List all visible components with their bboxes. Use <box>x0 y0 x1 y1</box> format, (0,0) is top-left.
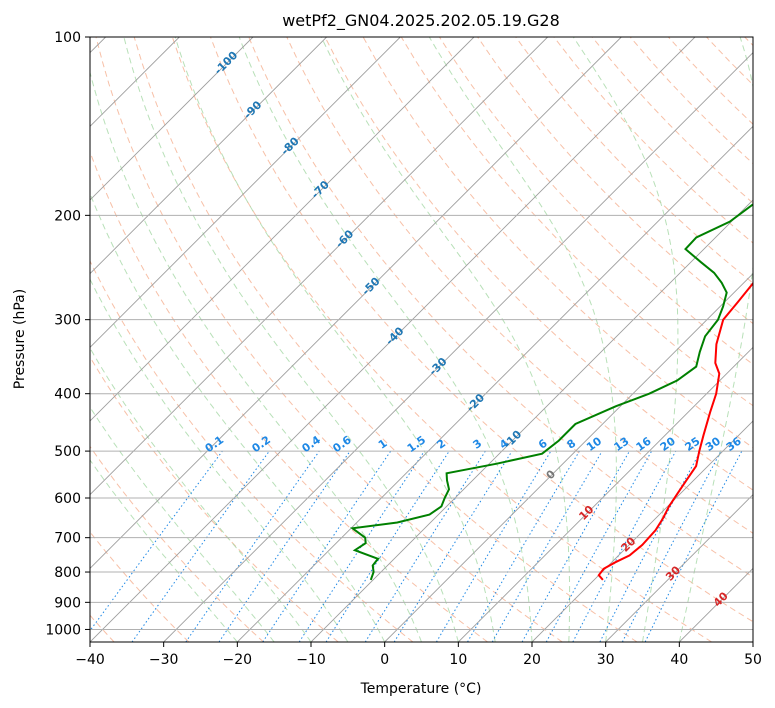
mixing-ratio-line <box>545 450 653 642</box>
y-axis-label: Pressure (hPa) <box>12 289 28 389</box>
x-tick-label: −10 <box>296 652 326 668</box>
series-line-temperature <box>597 281 753 581</box>
moist-adiabat-line <box>174 37 496 642</box>
isotherm-line <box>237 125 753 642</box>
x-tick-label: 10 <box>449 652 467 668</box>
isotherm-line <box>531 420 753 642</box>
y-tick-label: 1000 <box>45 622 81 638</box>
isotherm-line <box>163 52 753 642</box>
y-tick-label: 800 <box>54 565 81 581</box>
moist-adiabat-line <box>90 459 238 642</box>
isotherm-line <box>90 37 475 422</box>
x-tick-label: 40 <box>670 652 688 668</box>
moist-adiabat-line <box>90 192 386 642</box>
mixing-ratio-line <box>644 450 743 642</box>
pressure-gridlines <box>90 37 753 630</box>
dry-adiabat-line <box>248 37 753 578</box>
y-tick-label: 700 <box>54 531 81 547</box>
x-tick-label: −30 <box>149 652 179 668</box>
dry-adiabat-line <box>90 445 264 642</box>
mixing-ratio-line <box>90 450 223 632</box>
y-tick-label: 400 <box>54 387 81 403</box>
moist-adiabat-line <box>123 37 459 642</box>
isotherm-line <box>90 37 401 348</box>
isotherm-line <box>90 37 254 201</box>
mixing-ratio-line <box>218 450 351 642</box>
isotherm-line <box>384 273 753 642</box>
dry-adiabat-line <box>90 259 414 642</box>
chart-title: wetPf2_GN04.2025.202.05.19.G28 <box>282 11 560 31</box>
mixing-ratio-line <box>325 450 450 642</box>
y-tick-label: 100 <box>54 30 81 46</box>
moist-adiabat-line <box>90 70 422 642</box>
dry-adiabat-line <box>515 37 753 284</box>
isotherm-line <box>90 37 622 569</box>
mixing-ratio-line <box>521 450 630 642</box>
isotherm-line <box>605 494 753 642</box>
x-tick-label: −40 <box>75 652 105 668</box>
mixing-ratio-line <box>262 450 392 642</box>
isotherm-line <box>90 37 696 642</box>
y-tick-label: 900 <box>54 595 81 611</box>
dry-adiabat-line <box>324 37 753 491</box>
moist-adiabats <box>90 37 753 642</box>
plot-area: 0.1 0.2 0.4 0.6 1 1.5 2 3 4 6 8 10 13 16 20 25 30 36-100-… <box>90 37 753 642</box>
isotherm-line <box>90 37 327 275</box>
moist-adiabat-line <box>320 37 571 642</box>
moist-adiabat-line <box>678 37 753 642</box>
dry-adiabat-line <box>95 37 563 642</box>
isotherm-line <box>90 37 548 496</box>
dry-adiabat-line <box>286 37 753 534</box>
isotherms <box>90 37 753 642</box>
y-tick-label: 200 <box>54 208 81 224</box>
dry-adiabat-line <box>90 356 339 642</box>
x-tick-label: 0 <box>380 652 389 668</box>
dry-adiabat-line <box>210 37 753 623</box>
y-tick-label: 500 <box>54 444 81 460</box>
moist-adiabat-line <box>428 37 617 642</box>
y-tick-label: 300 <box>54 313 81 329</box>
plot-frame <box>89 36 754 643</box>
mixing-ratio-line <box>393 450 513 642</box>
mixing-ratio-line <box>131 450 270 642</box>
moist-adiabat-line <box>90 278 349 642</box>
x-tick-label: 30 <box>597 652 615 668</box>
mixing-ratio-line <box>298 450 425 642</box>
isotherm-line <box>310 199 753 642</box>
y-tick-label: 600 <box>54 491 81 507</box>
moist-adiabat-line <box>572 37 679 642</box>
isotherm-line <box>458 346 753 642</box>
x-tick-label: 20 <box>523 652 541 668</box>
x-axis: −40 −30 −20 −10 0 10 20 30 40 50 <box>75 642 762 668</box>
moist-adiabat-line <box>238 37 533 642</box>
x-tick-label: −20 <box>223 652 253 668</box>
mixing-ratio-line <box>185 450 320 642</box>
series-line-dewpoint <box>349 203 753 581</box>
dry-adiabat-line <box>171 37 712 642</box>
dry-adiabat-line <box>133 37 638 642</box>
moist-adiabat-line <box>90 406 275 642</box>
dry-adiabats <box>90 37 753 642</box>
x-axis-label: Temperature (°C) <box>360 681 482 697</box>
y-axis: 100 200 300 400 500 600 700 800 900 1000 <box>45 30 90 638</box>
x-tick-label: 50 <box>744 652 762 668</box>
